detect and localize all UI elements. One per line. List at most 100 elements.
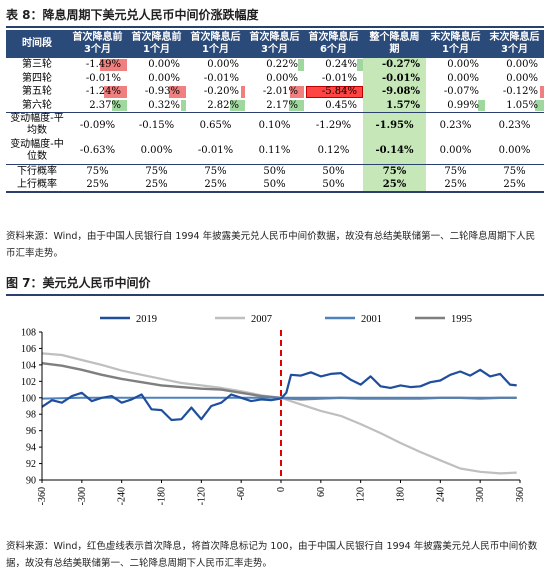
- table-cell: -0.63%: [79, 145, 116, 157]
- table-caption: 表 8：降息周期下美元兑人民币中间价涨跌幅度: [6, 8, 259, 22]
- table-cell: -0.09%: [68, 111, 127, 138]
- table-cell: 50%: [304, 163, 363, 178]
- x-tick-label: 240: [435, 487, 446, 502]
- table-cell: 0.22%: [245, 58, 304, 72]
- table-cell: 0.00%: [148, 59, 180, 71]
- header-post-6m: 首次降息后6个月: [304, 30, 363, 58]
- legend-label: 2019: [136, 314, 157, 325]
- y-tick-label: 108: [21, 328, 36, 339]
- x-tick-label: -300: [77, 487, 88, 505]
- table-cell: 50%: [245, 163, 304, 178]
- header-post-1m: 首次降息后1个月: [186, 30, 245, 58]
- table-row-median: 变动幅度-中位数 -0.63% 0.00% -0.01% 0.11% 0.12%…: [6, 138, 544, 164]
- y-tick-label: 102: [21, 377, 36, 388]
- table-source-note: 资料来源：Wind，由于中国人民银行自 1994 年披露美元兑人民币中间价数据，…: [6, 231, 536, 259]
- table-row-down-prob: 下行概率 75% 75% 75% 50% 50% 75% 75% 75%: [6, 163, 544, 178]
- x-tick-label: 180: [396, 487, 407, 502]
- table-cell: 75%: [68, 163, 127, 178]
- x-tick-label: -360: [37, 487, 48, 505]
- table-cell: 0.00%: [148, 72, 180, 84]
- x-tick-label: 120: [356, 487, 367, 502]
- caption-rule: [6, 26, 544, 28]
- table-row-up-prob: 上行概率 25% 25% 25% 50% 50% 25% 25% 25%: [6, 177, 544, 193]
- x-tick-label: -240: [117, 487, 128, 505]
- table-cell: 75%: [485, 163, 544, 178]
- y-tick-label: 106: [21, 344, 36, 355]
- table-cell: -0.01%: [197, 145, 234, 157]
- legend-label: 2001: [361, 314, 382, 325]
- table-cell: 0.23%: [426, 111, 485, 138]
- table-cell: 0.00%: [498, 145, 531, 157]
- x-tick-label: 360: [515, 487, 526, 502]
- table-cell: 25%: [68, 177, 127, 193]
- table-cell: 0.00%: [439, 145, 472, 157]
- row-label: 第三轮: [22, 59, 52, 71]
- table-cell: 75%: [363, 163, 426, 178]
- x-tick-label: 60: [316, 487, 327, 497]
- y-tick-label: 100: [21, 393, 36, 404]
- rate-change-table: 时间段 首次降息前3个月 首次降息前1个月 首次降息后1个月 首次降息后3个月 …: [6, 30, 544, 193]
- table-cell: 0.00%: [266, 72, 298, 84]
- y-tick-label: 104: [21, 360, 36, 371]
- row-label: 第六轮: [22, 99, 52, 111]
- table-cell: 50%: [245, 177, 304, 193]
- row-label: 第五轮: [22, 86, 52, 98]
- table-cell: -0.01%: [363, 71, 426, 85]
- table-cell: 75%: [186, 163, 245, 178]
- table-row: 第三轮 -1.49% 0.00% 0.00% 0.22% 0.24% -0.27…: [6, 58, 544, 72]
- table-cell: 0.00%: [506, 59, 538, 71]
- y-tick-label: 90: [26, 476, 36, 487]
- x-tick-label: -180: [157, 487, 168, 505]
- table-cell: 25%: [485, 177, 544, 193]
- chart-caption: 图 7：美元兑人民币中间价: [6, 276, 151, 290]
- header-whole-cycle: 整个降息周期: [363, 30, 426, 58]
- table-cell: 1.57%: [363, 98, 426, 112]
- table-cell: 0.10%: [245, 111, 304, 138]
- table-cell: -0.12%: [485, 85, 544, 99]
- table-cell: 0.00%: [447, 72, 479, 84]
- table-cell: 0.11%: [258, 145, 291, 157]
- x-tick-label: -60: [236, 487, 247, 500]
- table-cell: -0.15%: [127, 111, 186, 138]
- table-cell: -1.95%: [363, 111, 426, 138]
- header-post-3m: 首次降息后3个月: [245, 30, 304, 58]
- table-row: 第六轮 2.37% 0.32% 2.82% 2.17% 0.45% 1.57% …: [6, 98, 544, 113]
- table-cell: -5.84%: [304, 85, 363, 99]
- header-pre-1m: 首次降息前1个月: [127, 30, 186, 58]
- table-cell: -0.14%: [363, 138, 426, 164]
- row-label: 上行概率: [6, 177, 68, 193]
- caption-rule: [6, 294, 544, 296]
- table-cell: 0.00%: [447, 59, 479, 71]
- legend-label: 2007: [251, 314, 272, 325]
- usdcny-line-chart: 90 92 94 96 98 100 102 104 106 108 -360 -300 -240 -18…: [21, 314, 526, 505]
- table-cell: -1.29%: [304, 111, 363, 138]
- x-tick-label: 300: [475, 487, 486, 502]
- table-cell: 75%: [426, 163, 485, 178]
- table-cell: -0.01%: [203, 72, 239, 84]
- table-cell: 1.05%: [485, 99, 544, 113]
- table-cell: -9.08%: [363, 85, 426, 99]
- table-cell: 0.32%: [127, 99, 186, 113]
- table-cell: 25%: [127, 177, 186, 193]
- table-cell: -0.07%: [443, 86, 479, 98]
- table-cell: 50%: [304, 177, 363, 193]
- table-cell: 0.00%: [207, 59, 239, 71]
- table-cell: 0.45%: [325, 99, 357, 111]
- header-last-3m: 末次降息后3个月: [485, 30, 544, 58]
- chart-source-note: 资料来源：Wind，红色虚线表示首次降息，将首次降息标记为 100，由于中国人民…: [6, 541, 538, 569]
- header-last-1m: 末次降息后1个月: [426, 30, 485, 58]
- table-cell: 0.65%: [186, 111, 245, 138]
- x-tick-label: -120: [196, 487, 207, 505]
- table-cell: -0.01%: [321, 72, 357, 84]
- table-row-average: 变动幅度-平均数 -0.09% -0.15% 0.65% 0.10% -1.29…: [6, 111, 544, 138]
- y-tick-label: 96: [26, 426, 36, 437]
- header-pre-3m: 首次降息前3个月: [68, 30, 127, 58]
- y-tick-label: 98: [26, 410, 36, 421]
- table-cell: 2.82%: [186, 99, 245, 113]
- legend-label: 1995: [451, 314, 472, 325]
- table-cell: -0.20%: [186, 85, 245, 99]
- table-cell: 2.17%: [245, 99, 304, 113]
- table-cell: -1.24%: [68, 85, 127, 99]
- series-line-2007: [41, 352, 517, 475]
- table-cell: 75%: [127, 163, 186, 178]
